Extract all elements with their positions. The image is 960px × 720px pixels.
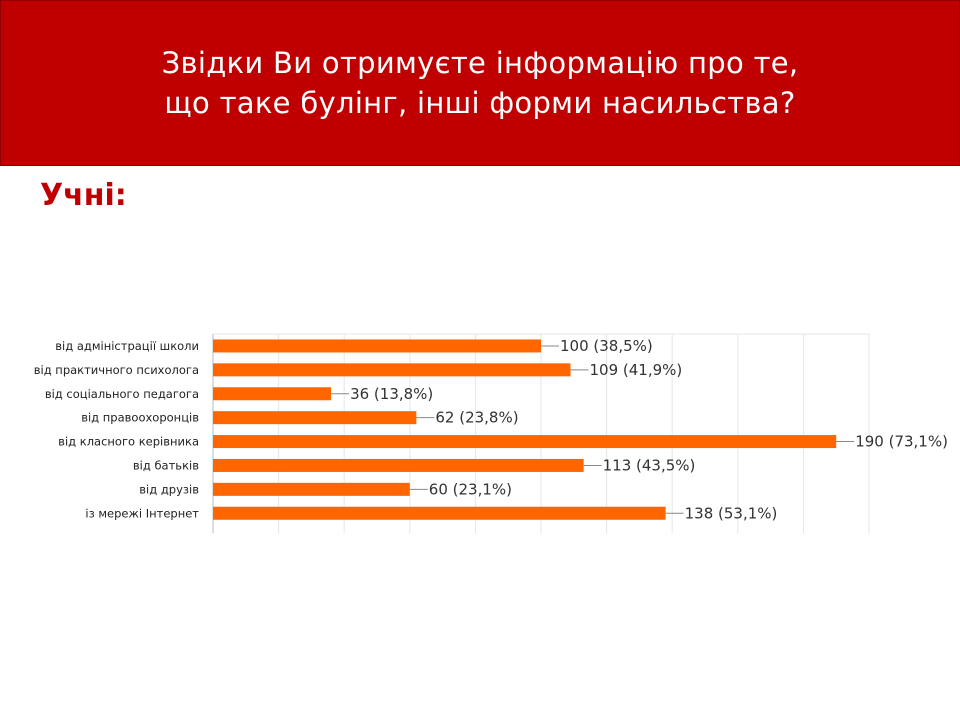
bar — [213, 387, 332, 401]
bar — [213, 363, 571, 377]
title-banner: Звідки Ви отримуєте інформацію про те, щ… — [0, 0, 960, 166]
category-label: від друзів — [139, 482, 199, 496]
bar-chart: від адміністрації школи 100 (38,5%) від пр… — [34, 333, 948, 534]
category-label: від соціального педагога — [45, 387, 199, 401]
data-label: 109 (41,9%) — [590, 361, 683, 379]
bar — [213, 482, 410, 496]
slide-title-line-1: Звідки Ви отримуєте інформацію про те, — [161, 46, 799, 80]
data-label: 100 (38,5%) — [560, 337, 653, 355]
data-label: 190 (73,1%) — [855, 433, 948, 451]
category-label: від правоохоронців — [81, 411, 199, 425]
data-label: 62 (23,8%) — [435, 409, 518, 427]
category-label: від класного керівника — [58, 435, 199, 449]
section-subtitle: Учні: — [40, 178, 127, 213]
data-label: 138 (53,1%) — [685, 504, 778, 522]
category-label: від практичного психолога — [34, 363, 199, 377]
slide-title-line-2: що таке булінг, інші форми насильства? — [164, 86, 796, 120]
data-label: 60 (23,1%) — [429, 480, 512, 498]
bar — [213, 506, 666, 520]
bar — [213, 411, 417, 425]
data-label: 113 (43,5%) — [603, 456, 696, 474]
bar — [213, 458, 584, 472]
bar — [213, 435, 837, 449]
category-label: від адміністрації школи — [55, 339, 199, 353]
category-label: від батьків — [133, 458, 199, 472]
data-label: 36 (13,8%) — [350, 385, 433, 403]
bar — [213, 339, 541, 353]
category-label: із мережі Інтернет — [85, 506, 199, 520]
